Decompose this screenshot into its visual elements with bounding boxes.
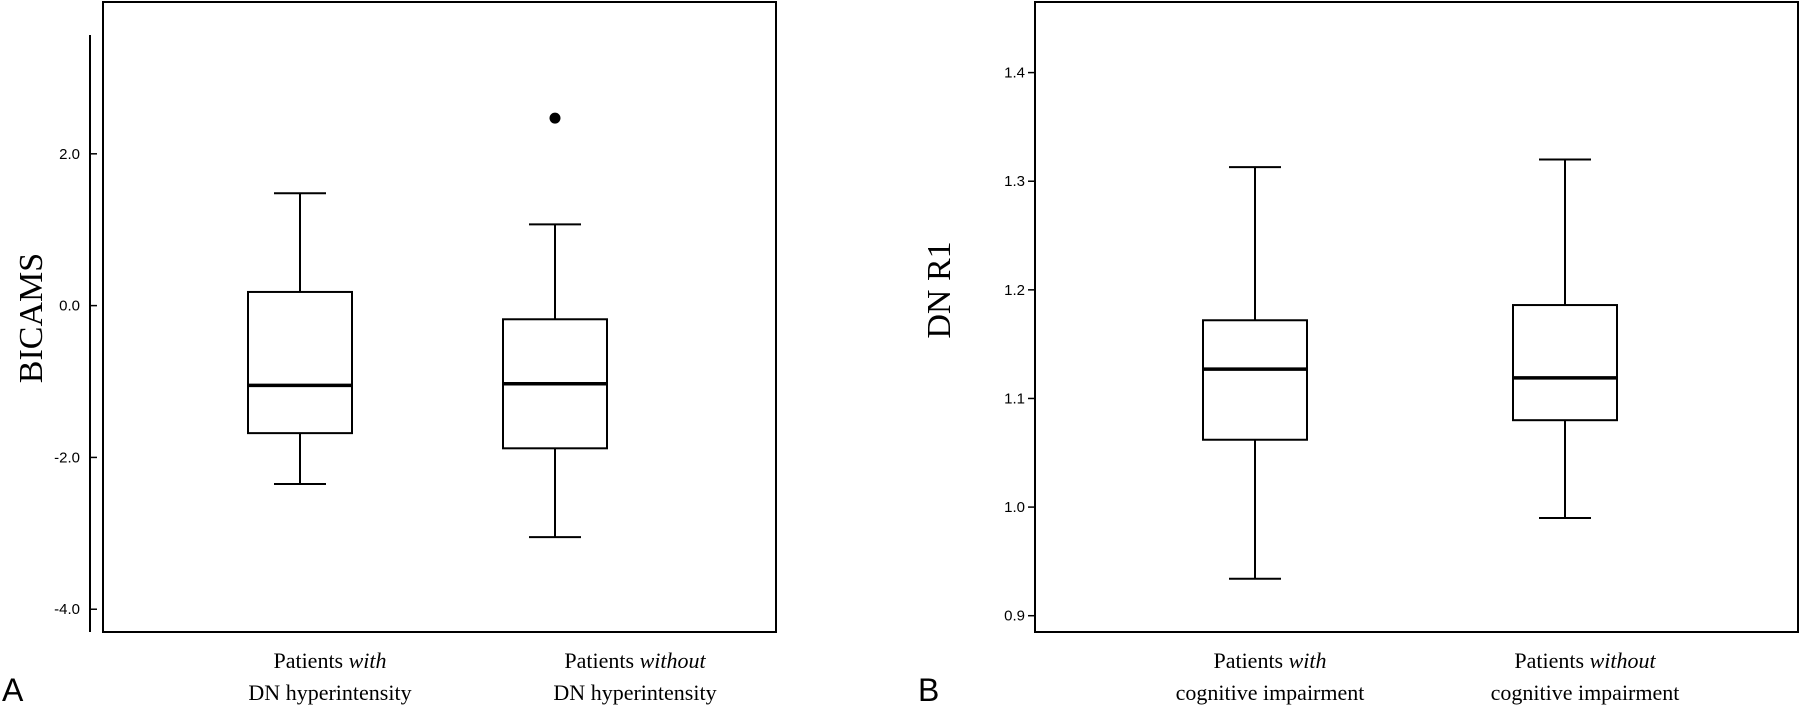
y-ticks-a: 2.0 0.0 -2.0 -4.0 <box>54 146 97 618</box>
box-1 <box>502 112 608 539</box>
box-0 <box>247 192 353 485</box>
y-tick-label: 0.9 <box>1004 608 1025 625</box>
y-tick-label: -2.0 <box>54 449 80 466</box>
box-iqr <box>247 290 353 435</box>
y-ticks-b: 1.4 1.3 1.2 1.1 1.0 0.9 <box>1004 65 1035 625</box>
y-axis-label-a: BICAMS <box>13 253 50 383</box>
box-iqr <box>1202 319 1308 441</box>
y-tick-label: 1.1 <box>1004 390 1025 407</box>
category-label-1-line2: cognitive impairment <box>1491 680 1680 705</box>
category-label-1-line2: DN hyperintensity <box>553 680 716 705</box>
panel-label-b: B <box>918 672 939 707</box>
category-label-0-line2: DN hyperintensity <box>248 680 411 705</box>
box-1 <box>1512 158 1618 519</box>
y-tick-label: 1.3 <box>1004 173 1025 190</box>
plot-frame-b <box>1034 1 1799 633</box>
category-label-0-line1: Patients with <box>1213 648 1326 673</box>
boxes-a <box>247 112 608 539</box>
box-iqr <box>1512 304 1618 422</box>
boxes-b <box>1202 158 1618 580</box>
y-tick-label: 1.4 <box>1004 65 1025 82</box>
y-tick-label: 0.0 <box>59 298 80 315</box>
category-label-0-line2: cognitive impairment <box>1176 680 1365 705</box>
category-label-0-line1: Patients with <box>273 648 386 673</box>
y-tick-label: -4.0 <box>54 601 80 618</box>
category-label-1-line1: Patients without <box>564 648 706 673</box>
plot-frame-a <box>102 1 777 633</box>
category-label-1-line1: Patients without <box>1514 648 1656 673</box>
panel-a: 2.0 0.0 -2.0 -4.0 BICAMS Patients with DN h… <box>2 1 777 707</box>
outlier-point <box>549 112 561 124</box>
y-tick-label: 2.0 <box>59 146 80 163</box>
panel-b: 1.4 1.3 1.2 1.1 1.0 0.9 DN R1 Patients with c… <box>918 1 1799 707</box>
y-tick-label: 1.0 <box>1004 499 1025 516</box>
box-0 <box>1202 166 1308 580</box>
y-axis-label-b: DN R1 <box>921 241 958 338</box>
y-tick-label: 1.2 <box>1004 282 1025 299</box>
panel-label-a: A <box>2 672 24 707</box>
